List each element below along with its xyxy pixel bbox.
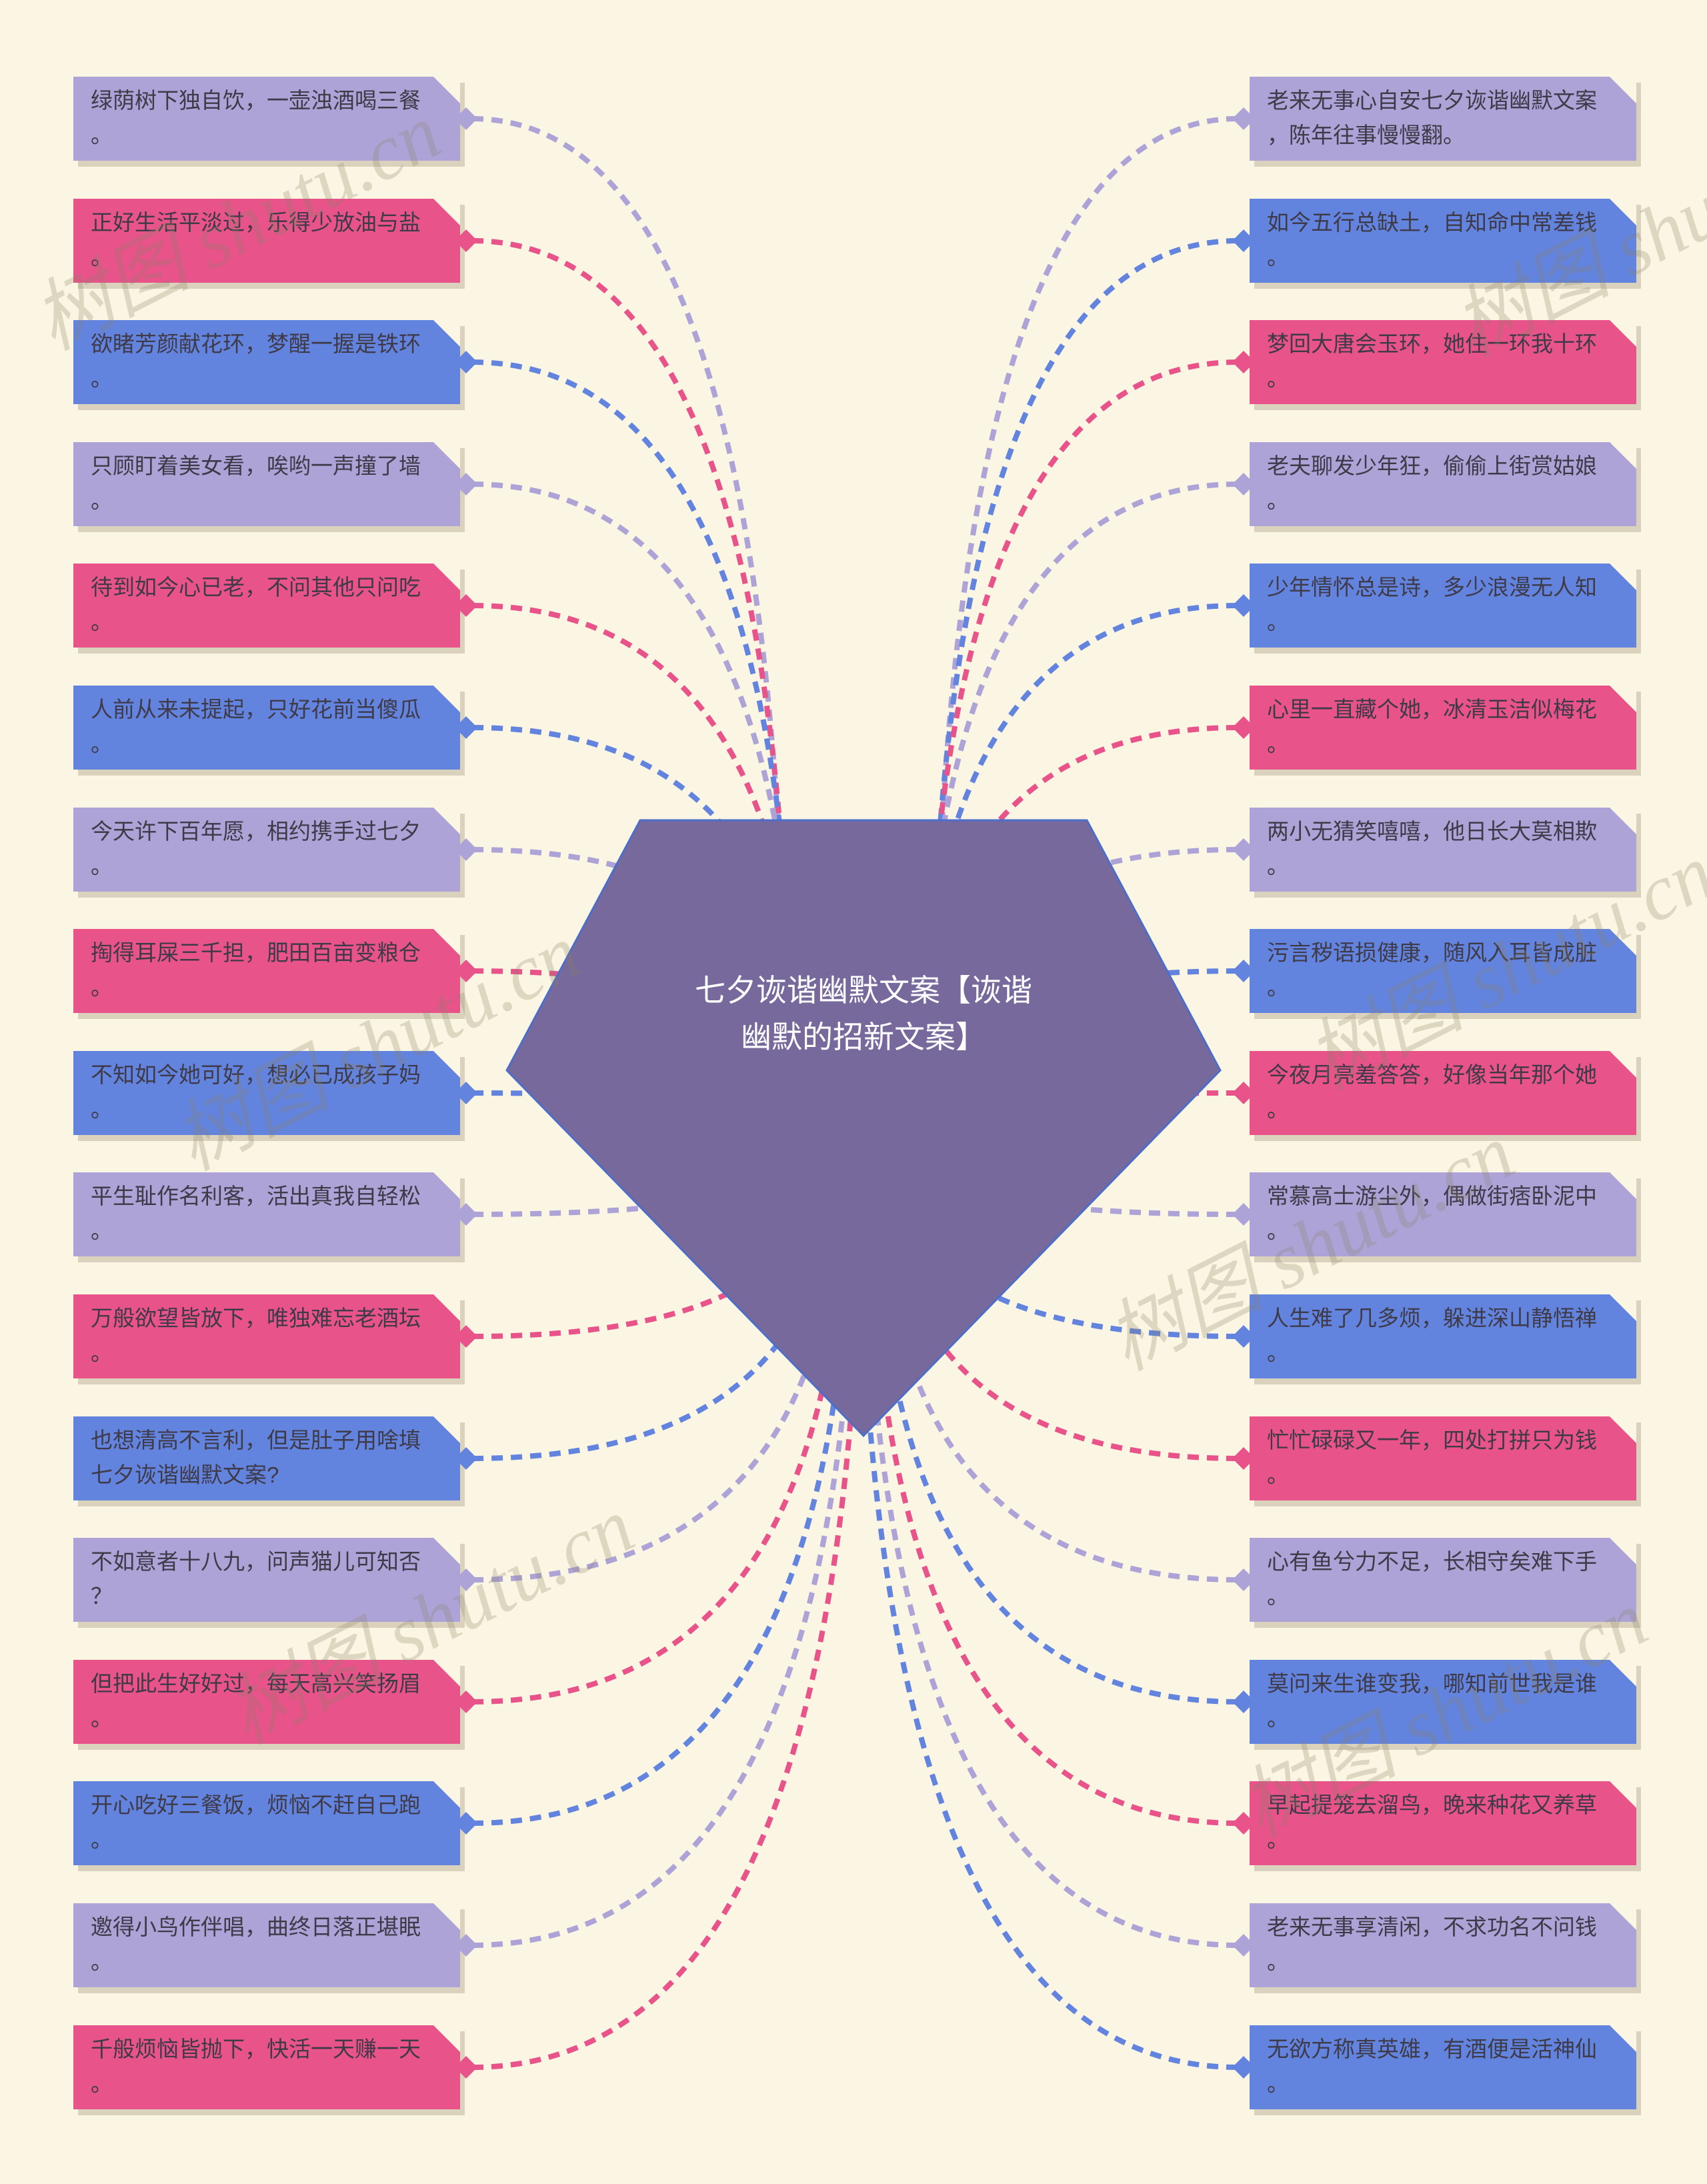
mindmap-node-text: 欲睹芳颜献花环，梦醒一握是铁环 。	[91, 331, 421, 391]
mindmap-node[interactable]: 常慕高士游尘外，偶做街痞卧泥中 。	[1250, 1172, 1636, 1256]
mindmap-node[interactable]: 绿荫树下独自饮，一壶浊酒喝三餐 。	[73, 77, 460, 161]
mindmap-node[interactable]: 如今五行总缺土，自知命中常差钱 。	[1250, 199, 1636, 283]
mindmap-node-text: 平生耻作名利客，活出真我自轻松 。	[91, 1184, 421, 1243]
mindmap-node[interactable]: 只顾盯着美女看，唉哟一声撞了墙 。	[73, 442, 460, 526]
mindmap-node[interactable]: 早起提笼去溜鸟，晚来种花又养草 。	[1250, 1781, 1636, 1865]
mindmap-node[interactable]: 莫问来生谁变我，哪知前世我是谁 。	[1250, 1660, 1636, 1744]
mindmap-node-text: 老来无事享清闲，不求功名不问钱 。	[1267, 1915, 1597, 1974]
mindmap-node[interactable]: 老来无事享清闲，不求功名不问钱 。	[1250, 1903, 1636, 1987]
mindmap-node-text: 老来无事心自安七夕诙谐幽默文案 ，陈年往事慢慢翻。	[1267, 88, 1597, 147]
mindmap-node[interactable]: 开心吃好三餐饭，烦恼不赶自己跑 。	[73, 1781, 460, 1865]
mindmap-node[interactable]: 平生耻作名利客，活出真我自轻松 。	[73, 1172, 460, 1256]
mindmap-node[interactable]: 千般烦恼皆抛下，快活一天赚一天 。	[73, 2025, 460, 2109]
mindmap-node-text: 早起提笼去溜鸟，晚来种花又养草 。	[1267, 1793, 1597, 1852]
mindmap-node-text: 无欲方称真英雄，有酒便是活神仙 。	[1267, 2037, 1597, 2096]
mindmap-node[interactable]: 无欲方称真英雄，有酒便是活神仙 。	[1250, 2025, 1636, 2109]
connector-curve	[471, 1133, 860, 1948]
mindmap-node[interactable]: 心里一直藏个她，冰清玉洁似梅花 。	[1250, 686, 1636, 770]
mindmap-node-text: 也想清高不言利，但是肚子用啥填 七夕诙谐幽默文案?	[91, 1428, 421, 1487]
mindmap-node[interactable]: 人生难了几多烦，躲进深山静悟禅 。	[1250, 1294, 1636, 1378]
mindmap-node[interactable]: 污言秽语损健康，随风入耳皆成脏 。	[1250, 929, 1636, 1013]
mindmap-node-text: 心里一直藏个她，冰清玉洁似梅花 。	[1267, 697, 1597, 756]
mindmap-node-text: 不知如今她可好，想必已成孩子妈 。	[91, 1062, 421, 1122]
mindmap-node-text: 开心吃好三餐饭，烦恼不赶自己跑 。	[91, 1793, 421, 1852]
mindmap-node[interactable]: 邀得小鸟作伴唱，曲终日落正堪眠 。	[73, 1903, 460, 1987]
mindmap-node[interactable]: 今天许下百年愿，相约携手过七夕 。	[73, 808, 460, 892]
mindmap-node-text: 但把此生好好过，每天高兴笑扬眉 。	[91, 1671, 421, 1731]
mindmap-node[interactable]: 老夫聊发少年狂，偷偷上街赏姑娘 。	[1250, 442, 1636, 526]
mindmap-node-text: 梦回大唐会玉环，她住一环我十环 。	[1267, 331, 1597, 391]
mindmap-node[interactable]: 人前从来未提起，只好花前当傻瓜 。	[73, 686, 460, 770]
mindmap-node-text: 千般烦恼皆抛下，快活一天赚一天 。	[91, 2037, 421, 2096]
mindmap-node-text: 万般欲望皆放下，唯独难忘老酒坛 。	[91, 1306, 421, 1365]
connector-curve	[903, 847, 1238, 1134]
mindmap-node-text: 邀得小鸟作伴唱，曲终日落正堪眠 。	[91, 1915, 421, 1974]
mindmap-node[interactable]: 少年情怀总是诗，多少浪漫无人知 。	[1250, 564, 1636, 648]
mindmap-node-text: 常慕高士游尘外，偶做街痞卧泥中 。	[1267, 1184, 1597, 1243]
mindmap-node-text: 今天许下百年愿，相约携手过七夕 。	[91, 819, 421, 878]
mindmap-node[interactable]: 老来无事心自安七夕诙谐幽默文案 ，陈年往事慢慢翻。	[1250, 77, 1636, 161]
mindmap-node-text: 心有鱼兮力不足，长相守矣难下手 。	[1267, 1549, 1597, 1608]
connector-curve	[471, 1133, 850, 1705]
mindmap-node[interactable]: 万般欲望皆放下，唯独难忘老酒坛 。	[73, 1294, 460, 1378]
mindmap-node[interactable]: 欲睹芳颜献花环，梦醒一握是铁环 。	[73, 320, 460, 404]
mindmap-node[interactable]: 但把此生好好过，每天高兴笑扬眉 。	[73, 1660, 460, 1744]
mindmap-node[interactable]: 梦回大唐会玉环，她住一环我十环 。	[1250, 320, 1636, 404]
mindmap-node[interactable]: 也想清高不言利，但是肚子用啥填 七夕诙谐幽默文案?	[73, 1416, 460, 1500]
mindmap-node-text: 少年情怀总是诗，多少浪漫无人知 。	[1267, 575, 1597, 634]
mindmap-node-text: 忙忙碌碌又一年，四处打拼只为钱 。	[1267, 1428, 1597, 1487]
mindmap-node-text: 如今五行总缺土，自知命中常差钱 。	[1267, 210, 1597, 269]
mindmap-node-text: 人生难了几多烦，躲进深山静悟禅 。	[1267, 1306, 1597, 1365]
central-topic-title: 七夕诙谐幽默文案【诙谐 幽默的招新文案】	[695, 973, 1032, 1054]
mindmap-node[interactable]: 待到如今心已老，不问其他只问吃 。	[73, 564, 460, 648]
mindmap-node[interactable]: 不知如今她可好，想必已成孩子妈 。	[73, 1051, 460, 1135]
central-topic-shape	[505, 819, 1222, 1438]
connector-curve	[875, 1133, 1238, 1582]
mindmap-node-text: 污言秽语损健康，随风入耳皆成脏 。	[1267, 940, 1597, 1000]
mindmap-node[interactable]: 正好生活平淡过，乐得少放油与盐 。	[73, 199, 460, 283]
mindmap-node-text: 两小无猜笑嘻嘻，他日长大莫相欺 。	[1267, 819, 1597, 878]
mindmap-node-text: 今夜月亮羞答答，好像当年那个她 。	[1267, 1062, 1597, 1122]
mindmap-node[interactable]: 掏得耳屎三千担，肥田百亩变粮仓 。	[73, 929, 460, 1013]
mindmap-node[interactable]: 心有鱼兮力不足，长相守矣难下手 。	[1250, 1538, 1636, 1622]
mindmap-node-text: 老夫聊发少年狂，偷偷上街赏姑娘 。	[1267, 453, 1597, 513]
mindmap-node-text: 人前从来未提起，只好花前当傻瓜 。	[91, 697, 421, 756]
mindmap-node-text: 不如意者十八九，问声猫儿可知否 ？	[91, 1549, 421, 1608]
connector-curve	[471, 1133, 855, 1826]
mindmap-node-text: 绿荫树下独自饮，一壶浊酒喝三餐 。	[91, 88, 421, 147]
mindmap-node-text: 只顾盯着美女看，唉哟一声撞了墙 。	[91, 453, 421, 513]
mindmap-node[interactable]: 今夜月亮羞答答，好像当年那个她 。	[1250, 1051, 1636, 1135]
mindmap-node[interactable]: 两小无猜笑嘻嘻，他日长大莫相欺 。	[1250, 808, 1636, 892]
mindmap-node-text: 正好生活平淡过，乐得少放油与盐 。	[91, 210, 421, 269]
connector-curve	[471, 481, 803, 1134]
mindmap-node[interactable]: 忙忙碌碌又一年，四处打拼只为钱 。	[1250, 1416, 1636, 1500]
mindmap-node[interactable]: 不如意者十八九，问声猫儿可知否 ？	[73, 1538, 460, 1622]
mindmap-node-text: 待到如今心已老，不问其他只问吃 。	[91, 575, 421, 634]
mindmap-node-text: 莫问来生谁变我，哪知前世我是谁 。	[1267, 1671, 1597, 1731]
central-topic-node[interactable]: 七夕诙谐幽默文案【诙谐 幽默的招新文案】	[600, 874, 1127, 1327]
mindmap-node-text: 掏得耳屎三千担，肥田百亩变粮仓 。	[91, 940, 421, 1000]
